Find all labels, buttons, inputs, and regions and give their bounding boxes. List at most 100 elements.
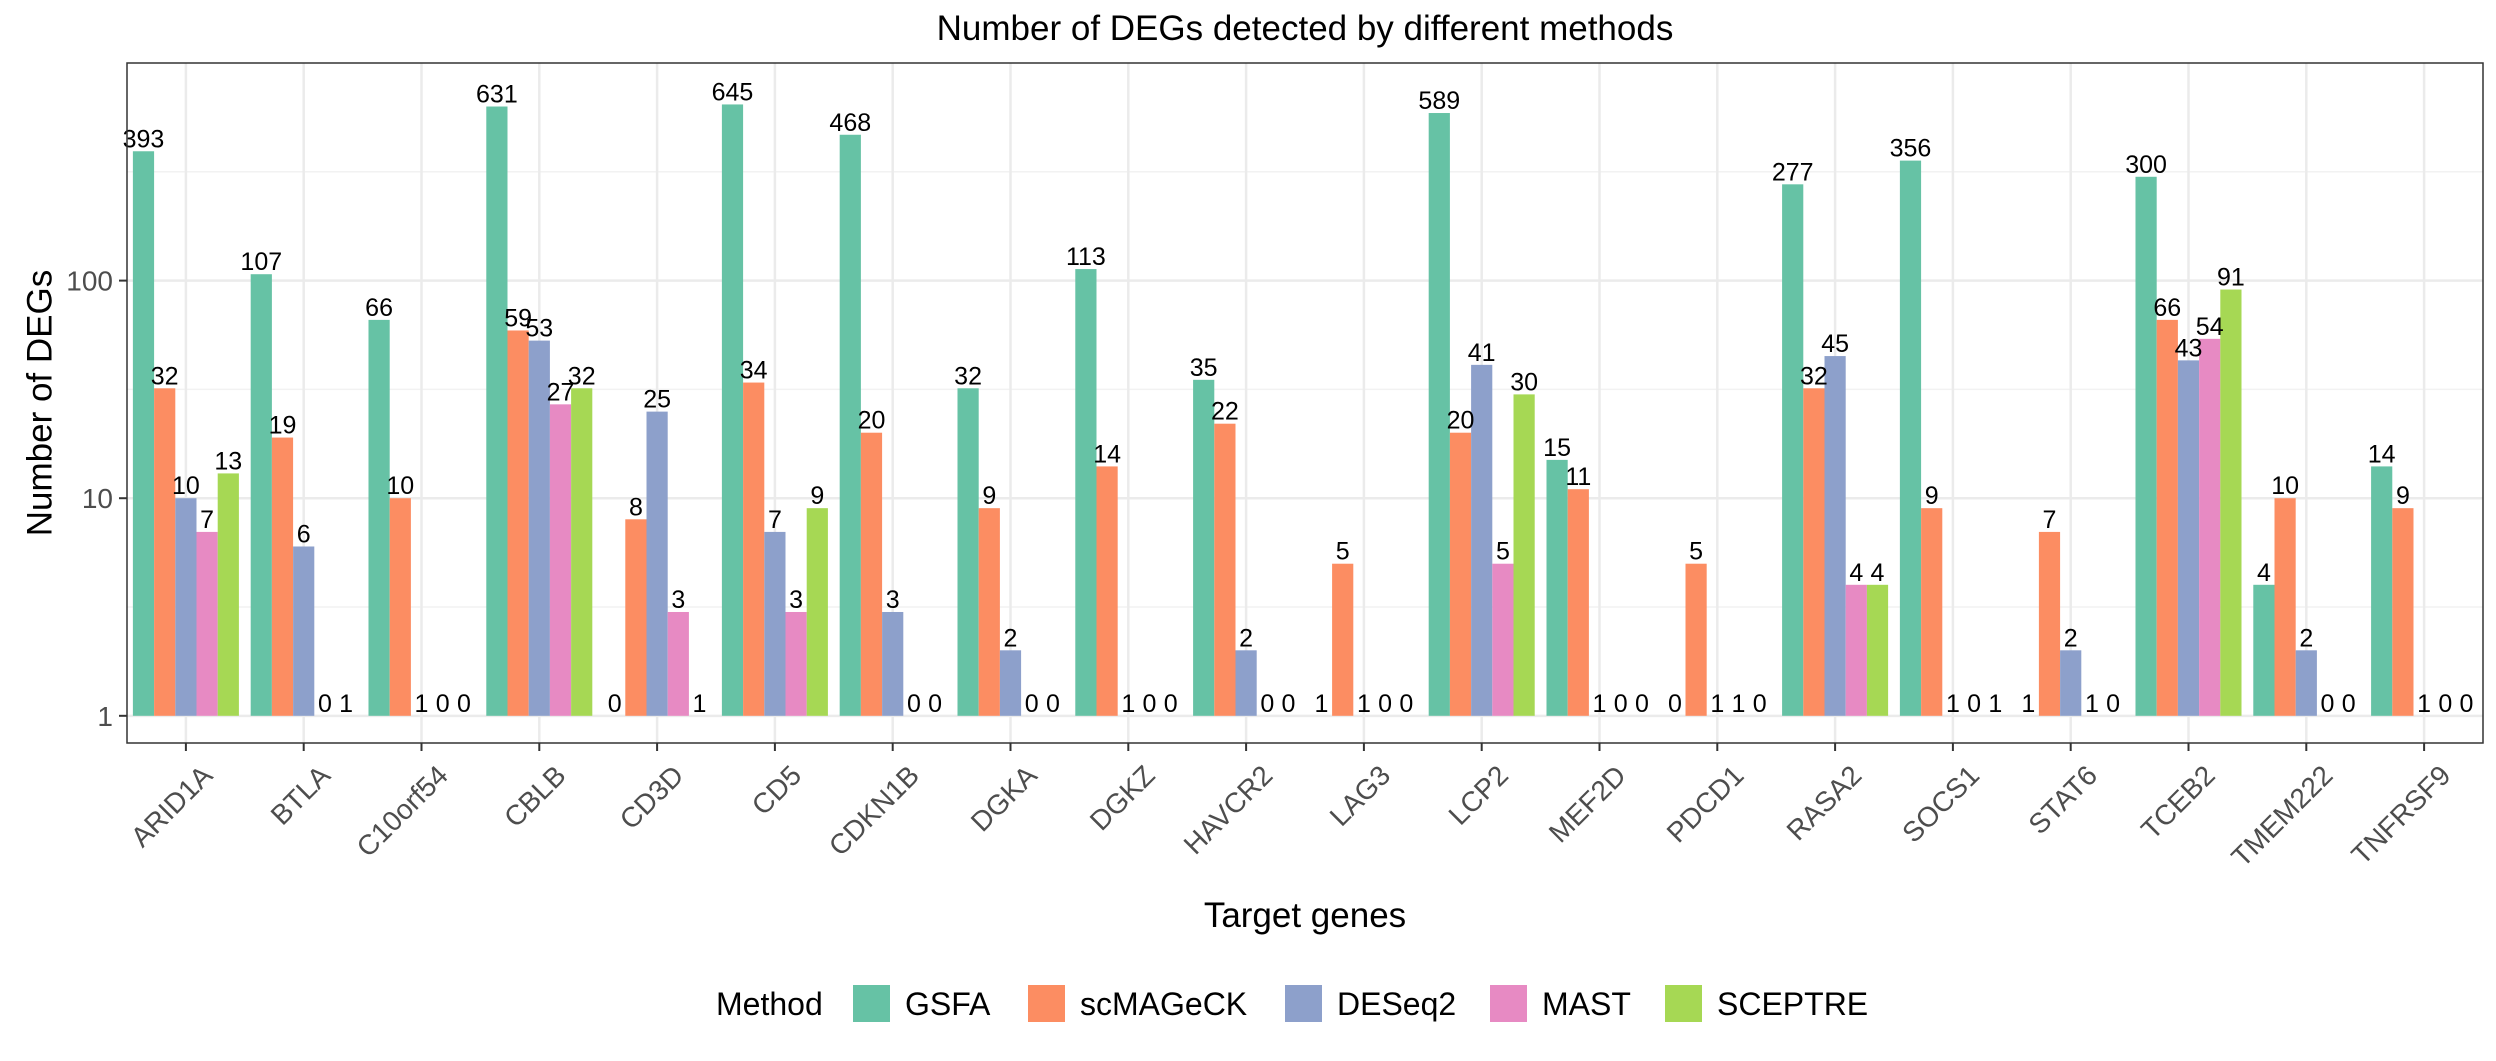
x-tick-label: HAVCR2 xyxy=(1178,759,1279,860)
y-tick-label: 10 xyxy=(82,483,113,514)
data-label: 54 xyxy=(2196,313,2224,341)
data-label: 1 xyxy=(415,690,429,718)
bar xyxy=(721,104,744,716)
bar xyxy=(175,498,197,716)
data-label: 0 xyxy=(318,690,332,718)
bar xyxy=(2220,289,2242,716)
data-label: 0 xyxy=(1143,690,1157,718)
data-label: 7 xyxy=(200,506,214,534)
bar xyxy=(1214,423,1236,716)
bar xyxy=(507,330,529,716)
data-label: 356 xyxy=(1890,135,1932,163)
data-label: 4 xyxy=(1849,559,1863,587)
data-label: 35 xyxy=(1190,354,1218,382)
data-label: 10 xyxy=(2271,472,2299,500)
data-label: 32 xyxy=(1800,362,1828,390)
data-label: 1 xyxy=(1732,690,1746,718)
data-label: 9 xyxy=(1925,482,1939,510)
bar xyxy=(1685,563,1707,716)
data-label: 6 xyxy=(297,520,311,548)
x-tick-label: CDKN1B xyxy=(823,759,925,861)
bar xyxy=(486,106,508,716)
bar xyxy=(1449,432,1472,716)
data-label: 41 xyxy=(1468,339,1496,367)
legend-label: scMAGeCK xyxy=(1080,986,1247,1022)
bar xyxy=(2274,498,2296,716)
data-label: 4 xyxy=(1871,559,1885,587)
data-label: 10 xyxy=(172,472,200,500)
data-label: 9 xyxy=(2396,482,2410,510)
data-label: 66 xyxy=(2153,294,2181,322)
data-label: 2 xyxy=(1239,624,1253,652)
data-label: 5 xyxy=(1496,538,1510,566)
legend-label: GSFA xyxy=(905,986,991,1022)
data-label: 66 xyxy=(365,294,393,322)
data-label: 8 xyxy=(629,493,643,521)
bar xyxy=(196,531,218,716)
bar xyxy=(132,151,155,716)
legend-label: MAST xyxy=(1542,986,1631,1022)
data-label: 43 xyxy=(2175,334,2203,362)
data-label: 9 xyxy=(982,482,996,510)
bar xyxy=(2295,650,2317,716)
bar xyxy=(764,531,786,716)
bar xyxy=(2177,360,2200,716)
data-label: 631 xyxy=(476,81,518,109)
bar xyxy=(1492,563,1514,716)
bar-layer xyxy=(132,104,2414,716)
x-tick-label: CD5 xyxy=(746,759,808,821)
data-label: 4 xyxy=(2257,559,2271,587)
legend-key xyxy=(1028,985,1065,1022)
legend-label: SCEPTRE xyxy=(1717,986,1868,1022)
bar xyxy=(1567,489,1589,716)
data-label: 91 xyxy=(2217,264,2245,292)
data-label: 0 xyxy=(928,690,942,718)
x-tick-label: MEF2D xyxy=(1543,759,1632,848)
bar xyxy=(667,611,689,716)
data-label: 0 xyxy=(907,690,921,718)
bar xyxy=(1075,269,1097,716)
legend-key xyxy=(1665,985,1702,1022)
bar xyxy=(1332,563,1354,716)
data-label: 0 xyxy=(1967,690,1981,718)
x-tick-label: LCP2 xyxy=(1443,759,1514,830)
bar xyxy=(1193,379,1215,716)
y-axis-title: Number of DEGs xyxy=(20,270,59,536)
data-label: 19 xyxy=(269,412,297,440)
data-label: 22 xyxy=(1211,398,1239,426)
x-tick-label: DGKZ xyxy=(1084,759,1161,836)
bar xyxy=(1899,160,1922,716)
data-label: 0 xyxy=(436,690,450,718)
data-label: 0 xyxy=(1753,690,1767,718)
data-label: 0 xyxy=(1260,690,1274,718)
bar xyxy=(1428,113,1450,716)
data-label: 113 xyxy=(1066,243,1106,271)
data-label: 0 xyxy=(1614,690,1628,718)
x-tick-label: ARID1A xyxy=(125,759,219,853)
x-tick-label: TMEM222 xyxy=(2225,759,2338,872)
bar xyxy=(389,498,411,716)
x-tick-label: CD3D xyxy=(614,759,690,835)
bar xyxy=(1845,584,1867,716)
data-label: 59 xyxy=(504,304,532,332)
data-label: 468 xyxy=(829,109,871,137)
data-label: 20 xyxy=(858,407,886,435)
bar xyxy=(1866,584,1889,716)
data-label: 645 xyxy=(712,78,754,106)
data-label: 27 xyxy=(547,378,575,406)
data-label: 107 xyxy=(240,248,282,276)
y-tick-label: 100 xyxy=(66,266,113,297)
bar xyxy=(1824,356,1846,716)
bar xyxy=(571,388,593,716)
data-label: 2 xyxy=(1004,624,1018,652)
bar xyxy=(806,508,828,716)
bar xyxy=(250,274,272,716)
bar xyxy=(785,611,807,716)
bar xyxy=(1782,184,1804,716)
bar xyxy=(1803,388,1825,716)
data-label: 1 xyxy=(2417,690,2431,718)
legend-key xyxy=(1490,985,1527,1022)
data-label: 0 xyxy=(1046,690,1060,718)
data-label: 9 xyxy=(810,482,824,510)
